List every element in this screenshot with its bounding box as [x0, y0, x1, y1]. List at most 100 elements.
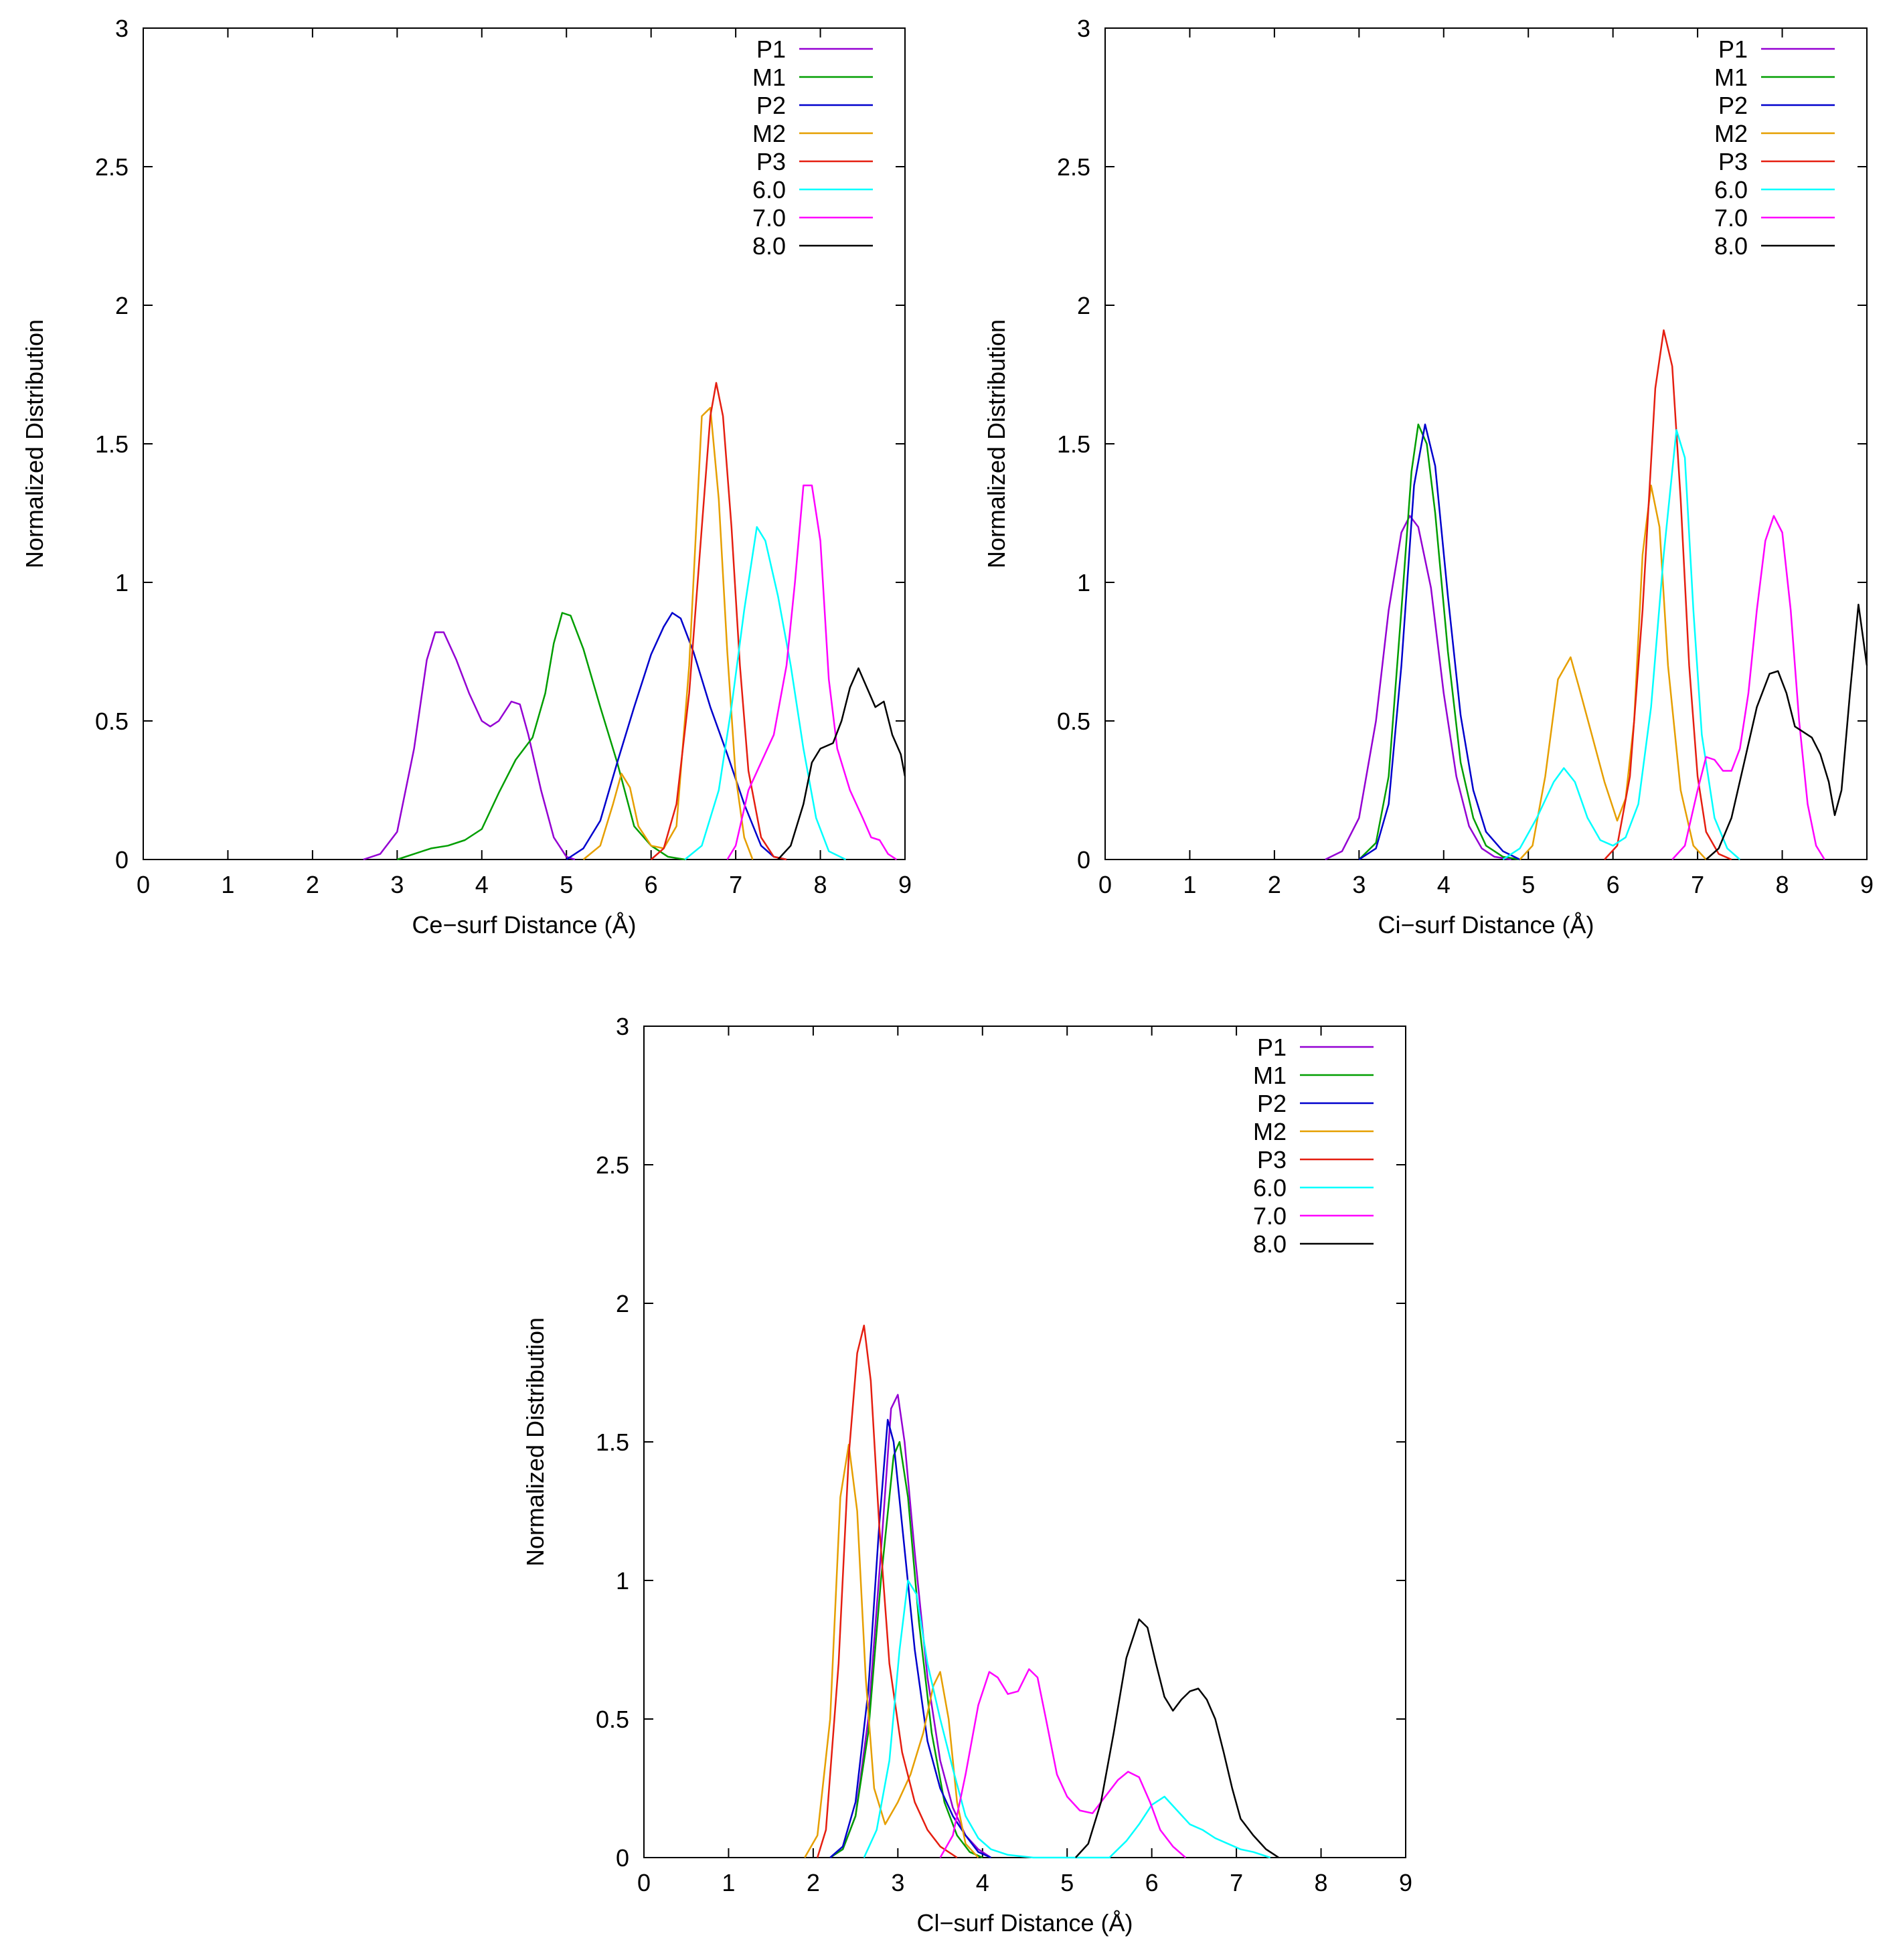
x-tick-label: 8 [814, 871, 827, 898]
series-line-7.0 [1671, 515, 1825, 860]
x-tick-label: 9 [1399, 1869, 1412, 1896]
legend-label: P2 [1718, 92, 1748, 119]
legend-label: P2 [1257, 1090, 1287, 1117]
series-line-6.0 [863, 1579, 1271, 1859]
x-tick-label: 4 [1437, 871, 1451, 898]
y-tick-label: 1 [616, 1567, 629, 1595]
x-tick-label: 1 [1183, 871, 1196, 898]
legend-label: 8.0 [1253, 1230, 1287, 1258]
y-tick-label: 3 [616, 1013, 629, 1040]
x-tick-label: 5 [1521, 871, 1535, 898]
legend-label: 8.0 [752, 232, 786, 260]
x-tick-label: 7 [729, 871, 742, 898]
legend-label: 6.0 [1714, 176, 1748, 203]
series-line-M1 [829, 1441, 983, 1859]
y-axis-label: Normalized Distribution [521, 1317, 549, 1566]
x-axis-label: Ce−surf Distance (Å) [412, 911, 636, 938]
chart-3: 0 1 2 3 4 5 6 7 8 9 0 0.5 1 1.5 2 2.5 3 Cl−surf Distance … [521, 1013, 1412, 1937]
x-tick-label: 3 [390, 871, 404, 898]
legend-label: 7.0 [1714, 204, 1748, 232]
x-axis-label: Cl−surf Distance (Å) [916, 1909, 1133, 1937]
y-tick-label: 1.5 [95, 430, 129, 458]
legend-label: 6.0 [752, 176, 786, 203]
series-line-6.0 [1502, 429, 1741, 861]
legend-label: P2 [756, 92, 786, 119]
series-line-M2 [804, 1443, 979, 1858]
legend-label: 8.0 [1714, 232, 1748, 260]
y-tick-label: 1.5 [1057, 430, 1090, 458]
legend-label: 7.0 [1253, 1202, 1287, 1230]
x-tick-label: 7 [1230, 1869, 1243, 1896]
y-tick-label: 2 [115, 292, 129, 319]
chart-2: 0 1 2 3 4 5 6 7 8 9 0 0.5 1 1.5 2 2.5 3 Ci−surf Distance … [983, 15, 1874, 938]
y-tick-label: 1 [1077, 569, 1090, 596]
series-line-P3 [650, 382, 787, 861]
x-tick-label: 0 [637, 1869, 651, 1896]
y-tick-label: 1.5 [596, 1428, 629, 1456]
legend-label: 7.0 [752, 204, 786, 232]
y-tick-label: 0 [616, 1844, 629, 1872]
x-axis-label: Ci−surf Distance (Å) [1378, 911, 1594, 938]
y-tick-label: 0 [1077, 846, 1090, 874]
x-tick-label: 4 [475, 871, 489, 898]
y-tick-label: 0.5 [1057, 708, 1090, 735]
series-line-P1 [363, 631, 576, 861]
x-tick-label: 1 [722, 1869, 735, 1896]
legend-label: M2 [752, 120, 786, 147]
legend-label: P1 [1257, 1034, 1287, 1061]
x-tick-label: 2 [306, 871, 319, 898]
series-line-P1 [1325, 515, 1512, 861]
series-line-8.0 [777, 667, 906, 860]
series-line-8.0 [1074, 1618, 1279, 1859]
legend-label: 6.0 [1253, 1174, 1287, 1202]
series-line-7.0 [726, 484, 898, 861]
y-tick-label: 2.5 [596, 1151, 629, 1179]
series-line-7.0 [939, 1668, 1187, 1858]
y-tick-label: 0.5 [596, 1706, 629, 1733]
x-tick-label: 6 [645, 871, 658, 898]
series-line-M2 [1519, 484, 1707, 860]
legend-label: M1 [1714, 64, 1748, 91]
x-tick-label: 9 [898, 871, 912, 898]
x-tick-label: 8 [1776, 871, 1789, 898]
y-tick-label: 1 [115, 569, 129, 596]
series-line-P2 [829, 1418, 991, 1859]
legend-label: M1 [752, 64, 786, 91]
y-tick-label: 2.5 [1057, 153, 1090, 181]
series-line-6.0 [684, 525, 847, 861]
y-tick-label: 2 [1077, 292, 1090, 319]
series-line-P2 [1358, 423, 1521, 861]
x-tick-label: 3 [1352, 871, 1366, 898]
chart-1: 0 1 2 3 4 5 6 7 8 9 0 0.5 1 1.5 2 2.5 3 Ce−surf Distance … [21, 15, 912, 938]
x-tick-label: 1 [221, 871, 234, 898]
x-tick-label: 0 [1098, 871, 1112, 898]
y-tick-label: 0.5 [95, 708, 129, 735]
legend-label: M2 [1253, 1118, 1287, 1145]
legend-label: M1 [1253, 1062, 1287, 1089]
y-axis-label: Normalized Distribution [21, 319, 48, 568]
legend-label: P3 [1718, 148, 1748, 175]
x-tick-label: 0 [137, 871, 150, 898]
x-tick-label: 7 [1691, 871, 1704, 898]
series-line-P3 [1604, 329, 1732, 861]
legend-label: P1 [1718, 35, 1748, 63]
series-line-8.0 [1705, 603, 1868, 860]
x-tick-label: 3 [891, 1869, 904, 1896]
x-tick-label: 5 [560, 871, 573, 898]
legend-label: P3 [756, 148, 786, 175]
y-tick-label: 0 [115, 846, 129, 874]
legend-label: M2 [1714, 120, 1748, 147]
series-line-M1 [1358, 423, 1520, 861]
series-line-P3 [817, 1324, 958, 1859]
y-tick-label: 3 [115, 15, 129, 42]
x-tick-label: 6 [1606, 871, 1620, 898]
y-tick-label: 3 [1077, 15, 1090, 42]
legend-label: P3 [1257, 1146, 1287, 1173]
x-tick-label: 6 [1145, 1869, 1159, 1896]
x-tick-label: 8 [1315, 1869, 1328, 1896]
